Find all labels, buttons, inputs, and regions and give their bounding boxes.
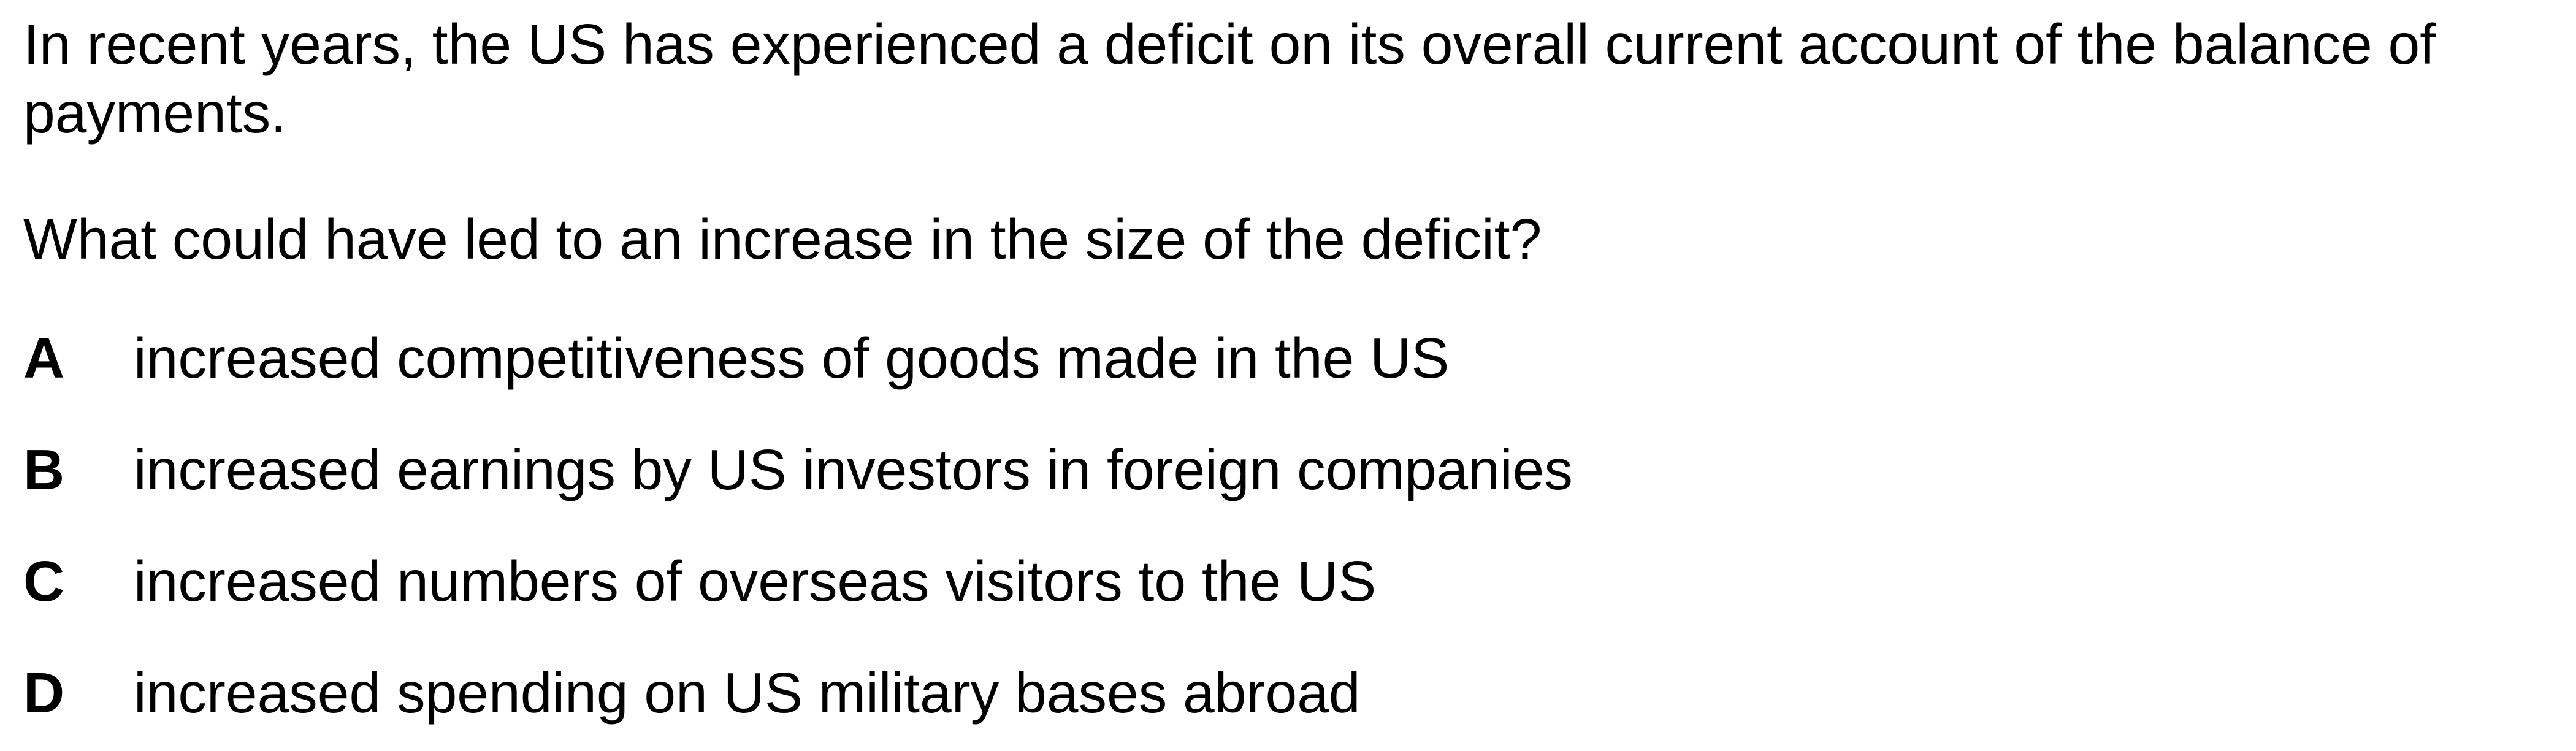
option-text: increased earnings by US investors in fo… xyxy=(134,438,1573,501)
option-letter: B xyxy=(23,438,65,501)
option-text: increased competitiveness of goods made … xyxy=(134,326,1450,390)
option-letter: C xyxy=(23,549,65,613)
question-prompt: What could have led to an increase in th… xyxy=(23,207,1542,271)
question-stem: In recent years, the US has experienced … xyxy=(23,12,2436,145)
option-letter: A xyxy=(23,326,65,390)
option-text: increased spending on US military bases … xyxy=(134,661,1361,725)
option-letter: D xyxy=(23,661,65,725)
option-text: increased numbers of overseas visitors t… xyxy=(134,549,1377,613)
